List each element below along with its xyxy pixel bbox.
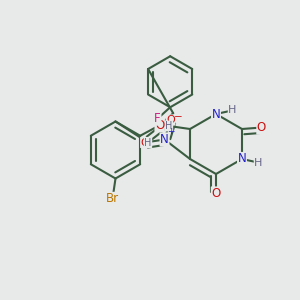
- Text: N: N: [160, 133, 169, 146]
- Text: H: H: [144, 137, 152, 148]
- Text: N: N: [212, 107, 220, 121]
- Text: −: −: [174, 112, 182, 122]
- Text: F: F: [154, 112, 161, 125]
- Text: N: N: [238, 152, 246, 166]
- Text: +: +: [167, 128, 175, 136]
- Text: H: H: [254, 158, 263, 168]
- Text: O: O: [257, 121, 266, 134]
- Text: O: O: [155, 119, 164, 132]
- Text: O: O: [212, 187, 220, 200]
- Text: O: O: [141, 137, 149, 148]
- Text: O: O: [166, 115, 175, 125]
- Text: H: H: [228, 105, 237, 116]
- Text: H: H: [165, 121, 173, 131]
- Text: Br: Br: [106, 192, 119, 206]
